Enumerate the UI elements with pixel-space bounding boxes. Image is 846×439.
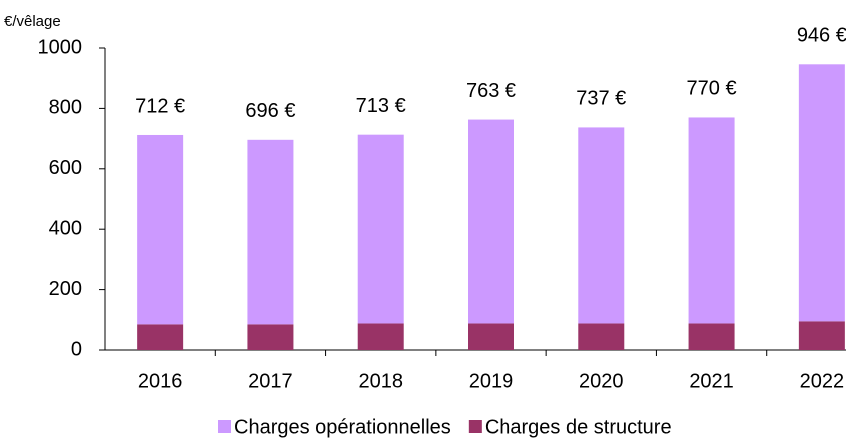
bar-segment: [468, 119, 514, 324]
total-label: 696 €: [245, 100, 295, 122]
bar-segment: [578, 127, 625, 324]
bar-segment: [688, 323, 735, 350]
total-label: 712 €: [135, 95, 185, 117]
total-label: 713 €: [356, 95, 406, 117]
bar-segment: [798, 321, 845, 350]
bar-segment: [688, 117, 735, 324]
total-label: 946 €: [797, 25, 846, 47]
bar-segment: [137, 324, 184, 350]
x-tick-label: 2017: [248, 370, 293, 392]
x-tick-label: 2022: [800, 370, 845, 392]
y-tick-label: 0: [71, 338, 82, 360]
bar-segment: [137, 134, 184, 325]
y-axis-label: €/vêlage: [4, 13, 61, 30]
bar-segment: [247, 139, 294, 325]
x-tick-label: 2020: [579, 370, 624, 392]
bar-segment: [357, 134, 404, 324]
y-tick-label: 200: [49, 278, 82, 300]
y-tick-label: 600: [49, 157, 82, 179]
bar-segment: [247, 324, 294, 350]
x-tick-label: 2018: [358, 370, 403, 392]
bar-segment: [578, 323, 625, 350]
bar-segment: [468, 323, 514, 350]
legend-label: Charges de structure: [485, 416, 672, 438]
total-label: 770 €: [687, 78, 737, 100]
total-label: 763 €: [466, 80, 516, 102]
legend-swatch: [468, 420, 482, 433]
bar-segment: [798, 64, 845, 322]
y-tick-label: 400: [49, 217, 82, 239]
legend-swatch: [218, 420, 231, 433]
bar-segment: [357, 323, 404, 350]
legend-label: Charges opérationnelles: [234, 416, 451, 438]
x-tick-label: 2019: [469, 370, 514, 392]
total-label: 737 €: [576, 88, 626, 110]
x-tick-label: 2016: [138, 370, 183, 392]
y-tick-label: 800: [49, 97, 82, 119]
y-tick-label: 1000: [38, 36, 83, 58]
x-tick-label: 2021: [689, 370, 734, 392]
